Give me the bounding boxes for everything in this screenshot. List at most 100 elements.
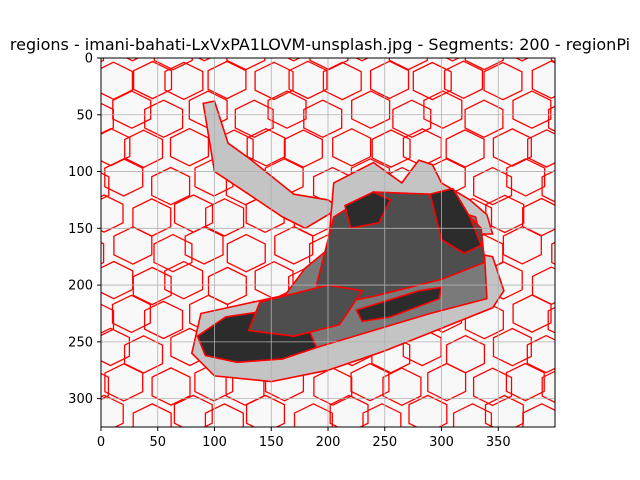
x-tick-label: 0	[97, 435, 105, 450]
superpixel-cell	[151, 367, 191, 406]
superpixel-cell	[531, 60, 555, 100]
superpixel-cell	[132, 403, 172, 427]
superpixel-cell	[512, 294, 552, 333]
superpixel-cell	[226, 233, 266, 273]
y-tick-label: 300	[68, 392, 93, 407]
superpixel-cell	[443, 60, 484, 100]
x-tick-label: 150	[259, 435, 284, 450]
superpixel-cell	[274, 226, 314, 265]
chart-title: regions - imani-bahati-LxVxPA1LOVM-unspl…	[10, 35, 630, 54]
x-tick-label: 350	[486, 435, 511, 450]
superpixel-cell	[445, 129, 485, 168]
superpixel-cell	[527, 129, 555, 168]
superpixel-cell	[547, 306, 555, 334]
superpixel-cell	[104, 158, 144, 197]
superpixel-cell	[164, 61, 204, 101]
y-tick-label: 0	[85, 52, 93, 67]
superpixel-cell	[350, 362, 390, 402]
x-tick-label: 300	[429, 435, 454, 450]
superpixel-cell	[104, 363, 144, 402]
superpixel-cell	[123, 335, 164, 374]
superpixel-cell	[492, 327, 532, 367]
superpixel-cell	[492, 128, 532, 167]
superpixel-cell	[541, 370, 555, 404]
superpixel-cell	[483, 61, 523, 101]
y-axis: 0 50 100 150 200 250 300	[68, 52, 101, 407]
superpixel-cell	[113, 226, 153, 265]
x-tick-label: 200	[316, 435, 341, 450]
superpixel-cell	[423, 90, 463, 129]
superpixel-cell	[143, 300, 184, 340]
superpixel-cell	[144, 99, 184, 139]
superpixel-cell	[473, 166, 513, 206]
superpixel-cell	[101, 172, 110, 200]
superpixel-cell	[522, 403, 555, 427]
superpixel-cell	[245, 394, 286, 427]
superpixel-cell	[267, 90, 307, 129]
superpixel-cell	[254, 61, 294, 101]
superpixel-cell	[332, 128, 372, 167]
y-tick-label: 150	[68, 222, 93, 237]
superpixel-cell	[151, 166, 191, 206]
superpixel-cell	[101, 260, 134, 300]
superpixel-cell	[485, 194, 525, 234]
shoe-segments	[190, 100, 505, 383]
superpixel-cell	[427, 362, 467, 402]
superpixel-cell	[484, 394, 524, 427]
superpixel-cell	[207, 60, 247, 100]
superpixel-cell	[226, 58, 266, 71]
superpixel-cell	[512, 90, 552, 129]
y-tick-label: 250	[68, 335, 93, 350]
superpixel-cell	[286, 58, 301, 62]
superpixel-cell	[392, 99, 432, 139]
superpixel-cell	[452, 403, 493, 427]
superpixel-cell	[412, 61, 452, 101]
superpixel-cell	[101, 303, 115, 337]
x-tick-label: 50	[149, 435, 166, 450]
shoe-sole-stripe-region	[355, 286, 443, 323]
superpixel-cell	[322, 61, 362, 101]
superpixel-cell	[464, 99, 504, 139]
superpixel-cell	[173, 394, 213, 427]
superpixel-cell	[132, 266, 172, 306]
superpixel-cell	[541, 169, 555, 203]
superpixel-cell	[246, 127, 286, 167]
superpixel-cell	[101, 327, 131, 367]
y-tick-label: 50	[76, 108, 93, 123]
x-axis: 0 50 100 150 200 250 300 350	[97, 427, 511, 450]
image-plot-area	[101, 58, 555, 427]
superpixel-cell	[101, 394, 124, 427]
superpixel-cell	[388, 58, 428, 71]
superpixel-cell	[408, 394, 448, 427]
gridlines	[101, 58, 555, 427]
superpixel-cell	[293, 403, 333, 427]
superpixel-cell	[445, 58, 460, 62]
superpixel-cell	[101, 61, 134, 101]
superpixel-cell	[204, 403, 244, 427]
superpixel-cell	[111, 294, 151, 334]
superpixel-cell	[547, 105, 555, 132]
superpixel-cell	[329, 394, 369, 427]
superpixel-cell	[371, 129, 411, 168]
superpixel-cell	[164, 260, 204, 300]
y-tick-label: 200	[68, 279, 93, 294]
superpixel-cell	[234, 99, 274, 139]
superpixel-cell	[514, 58, 530, 62]
superpixel-cell	[101, 372, 110, 401]
superpixel-cell	[505, 362, 545, 402]
superpixel-cell	[153, 58, 193, 71]
superpixel-cell	[551, 241, 555, 265]
x-tick-label: 250	[372, 435, 397, 450]
superpixel-cell	[184, 226, 224, 265]
superpixel-cell	[125, 58, 140, 62]
superpixel-cell	[526, 334, 555, 374]
superpixel-cell	[351, 90, 391, 129]
x-tick-label: 100	[202, 435, 227, 450]
superpixel-cell	[303, 99, 343, 139]
y-tick-label: 100	[68, 165, 93, 180]
superpixel-cell	[197, 58, 212, 62]
superpixel-cell	[369, 60, 410, 100]
superpixel-cell	[354, 58, 370, 62]
superpixel-cell	[464, 58, 504, 71]
